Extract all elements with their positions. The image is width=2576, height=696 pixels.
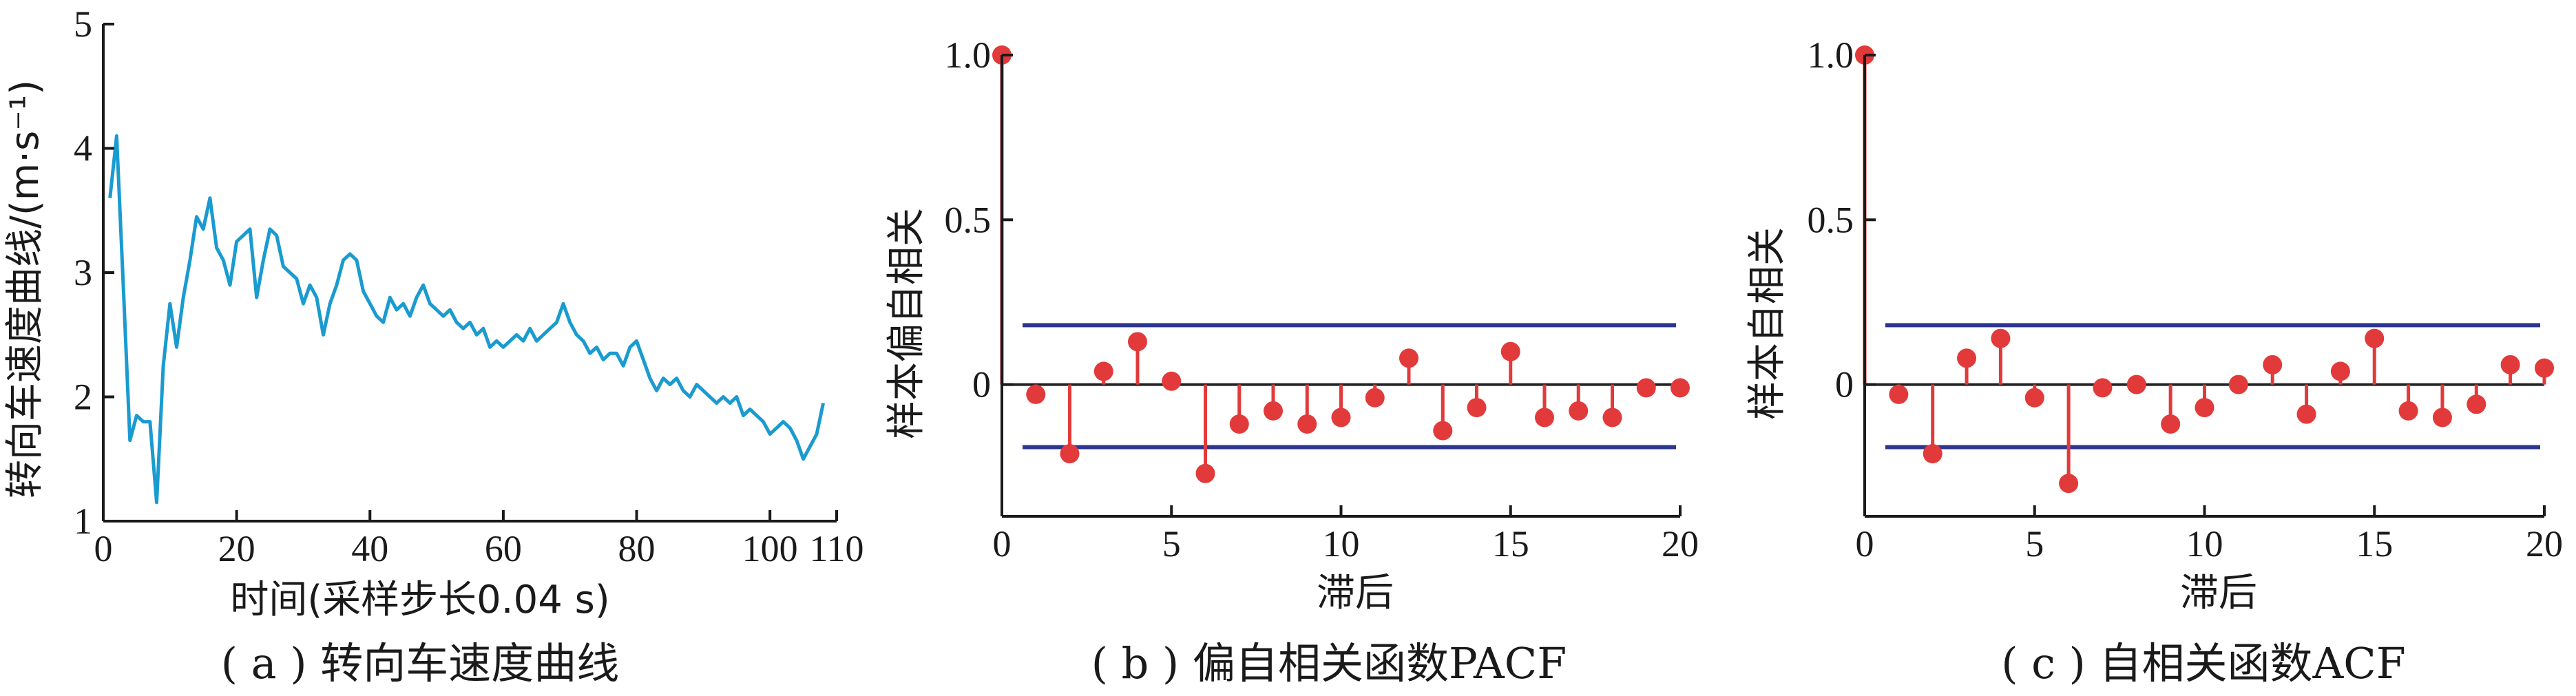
pacf-stem-marker: [1671, 378, 1690, 398]
pacf-stem-marker: [1602, 408, 1622, 428]
acf-stem-marker: [2500, 355, 2520, 375]
pacf-stem-marker: [1500, 341, 1520, 361]
panel-c-acf-chart: 0 5 10 15 20 0 0.5 1.0 滞后 样本自相关 ( c ) 自相关函数ACF: [1745, 34, 2563, 688]
y-tick-label: 5: [74, 3, 92, 45]
x-tick-label: 40: [351, 528, 388, 569]
pacf-stem-marker: [1264, 401, 1283, 421]
panel-c-caption: ( c ) 自相关函数ACF: [2001, 638, 2405, 688]
acf-stem-marker: [2161, 414, 2181, 434]
y-tick-label: 1: [74, 500, 92, 542]
acf-stem-plot: [1855, 45, 2554, 494]
acf-x-axis-label: 滞后: [2180, 571, 2257, 615]
acf-stem-marker: [2126, 375, 2146, 394]
x-tick-label: 110: [810, 528, 864, 569]
acf-y-tick-label: 0.5: [1808, 199, 1854, 240]
acf-stem-marker: [2093, 378, 2113, 398]
pacf-x-tick-label: 0: [993, 523, 1012, 565]
acf-stem-marker: [2398, 401, 2418, 421]
acf-stem-marker: [2535, 358, 2554, 378]
pacf-stem-marker: [1093, 361, 1113, 381]
x-tick-label: 100: [742, 528, 798, 569]
acf-stem-marker: [2059, 474, 2079, 494]
panel-b-pacf-chart: 0 5 10 15 20 0 0.5 1.0 滞后 样本偏自相关 ( b ) 偏自相关函数PA…: [884, 34, 1699, 688]
y-tick-label: 2: [74, 377, 92, 418]
pacf-stem-marker: [1636, 378, 1656, 398]
acf-stem-marker: [2365, 328, 2385, 348]
pacf-x-axis-label: 滞后: [1317, 571, 1394, 615]
acf-stem-marker: [1957, 348, 1977, 368]
pacf-stem-marker: [1162, 371, 1182, 391]
pacf-stem-marker: [1535, 408, 1554, 428]
pacf-stem-marker: [1026, 384, 1046, 404]
pacf-stem-marker: [1331, 408, 1351, 428]
speed-series-line: [108, 134, 826, 505]
pacf-stem-marker: [1060, 444, 1080, 464]
acf-y-tick-label: 1.0: [1808, 34, 1854, 76]
speed-line-plot: [108, 134, 826, 505]
pacf-x-tick-label: 5: [1162, 523, 1181, 565]
pacf-y-axis-label: 样本偏自相关: [884, 208, 929, 439]
x-tick-label: 80: [618, 528, 656, 569]
pacf-y-tick-label: 0: [972, 364, 991, 405]
acf-stem-marker: [2195, 398, 2214, 418]
acf-axes: 0 5 10 15 20 0 0.5 1.0: [1808, 34, 2564, 565]
pacf-stem-marker: [1195, 463, 1215, 483]
pacf-stem-marker: [1365, 388, 1385, 408]
x-tick-label: 60: [485, 528, 522, 569]
x-tick-label: 0: [94, 528, 113, 569]
pacf-x-tick-label: 15: [1492, 523, 1529, 565]
acf-y-tick-label: 0: [1835, 364, 1854, 405]
acf-stem-marker: [2024, 388, 2044, 408]
speed-y-axis-label: 转向车速度曲线/(m·s⁻¹): [3, 80, 48, 498]
pacf-stem-marker: [1569, 401, 1589, 421]
acf-x-tick-label: 10: [2186, 523, 2223, 565]
acf-stem-marker: [2467, 394, 2486, 414]
pacf-stem-marker: [1128, 332, 1147, 352]
acf-stem-marker: [2263, 355, 2283, 375]
acf-stem-marker: [1991, 328, 2011, 348]
panel-a-speed-chart: 0 20 40 60 80 100 110 1 2 3 4 5 时间(采样步长0.04 s) 转向车速…: [3, 3, 864, 688]
acf-stem-marker: [2228, 375, 2248, 394]
acf-stem-marker: [2296, 404, 2316, 424]
panel-b-caption: ( b ) 偏自相关函数PACF: [1091, 638, 1567, 688]
acf-stem-marker: [1923, 444, 1943, 464]
acf-x-tick-label: 15: [2356, 523, 2393, 565]
y-tick-label: 4: [74, 128, 92, 169]
pacf-axes: 0 5 10 15 20 0 0.5 1.0: [945, 34, 1699, 565]
pacf-y-tick-label: 0.5: [945, 199, 992, 240]
pacf-stem-plot: [992, 45, 1690, 483]
pacf-stem-marker: [1433, 421, 1453, 441]
y-tick-label: 3: [74, 252, 92, 293]
acf-stem-marker: [2432, 408, 2452, 428]
panel-a-caption: ( a ) 转向车速度曲线: [221, 638, 619, 688]
acf-y-axis-label: 样本自相关: [1745, 227, 1790, 420]
pacf-stem-marker: [1467, 398, 1487, 418]
pacf-stem-marker: [1229, 414, 1249, 434]
pacf-stem-marker: [1297, 414, 1317, 434]
acf-x-tick-label: 20: [2526, 523, 2563, 565]
x-tick-label: 20: [218, 528, 255, 569]
pacf-x-tick-label: 20: [1662, 523, 1699, 565]
speed-x-axis-label: 时间(采样步长0.04 s): [230, 578, 609, 622]
acf-stem-marker: [1889, 384, 1909, 404]
pacf-stem-marker: [1399, 348, 1418, 368]
acf-x-tick-label: 5: [2025, 523, 2044, 565]
pacf-x-tick-label: 10: [1323, 523, 1360, 565]
acf-stem-marker: [2330, 361, 2350, 381]
pacf-y-tick-label: 1.0: [945, 34, 992, 76]
acf-x-tick-label: 0: [1856, 523, 1874, 565]
speed-axes: 0 20 40 60 80 100 110 1 2 3 4 5: [74, 3, 864, 569]
